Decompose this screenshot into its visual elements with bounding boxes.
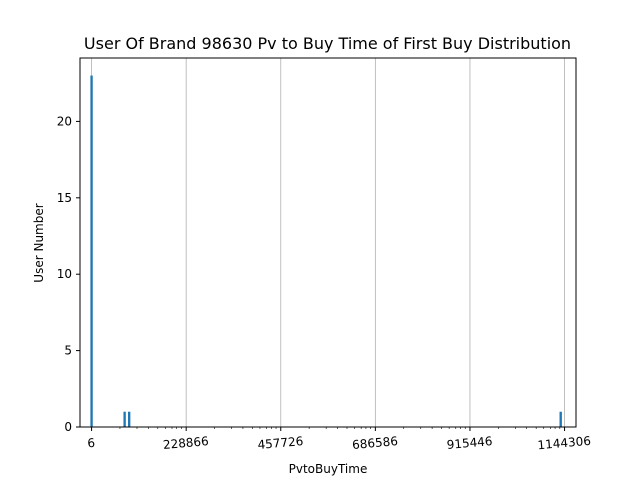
plot-frame	[79, 57, 577, 428]
chart-title: User Of Brand 98630 Pv to Buy Time of Fi…	[84, 34, 571, 53]
x-tick-label-2: 457726	[257, 434, 304, 452]
y-tick-label-0: 0	[64, 420, 72, 434]
bar-3	[559, 411, 562, 427]
grid	[91, 58, 565, 427]
bar-1	[123, 411, 126, 427]
y-tick-label-4: 20	[57, 114, 72, 128]
bar-2	[128, 411, 131, 427]
bars	[90, 75, 562, 428]
y-tick-label-1: 5	[64, 344, 72, 358]
y-tick-label-3: 15	[57, 191, 72, 205]
bar-0	[90, 75, 93, 428]
x-tick-label-3: 686586	[352, 434, 399, 452]
x-tick-label-1: 228866	[162, 434, 209, 452]
x-tick-label-5: 1144306	[537, 434, 591, 453]
x-tick-label-4: 915446	[446, 434, 493, 452]
x-axis-label: PvtoBuyTime	[289, 462, 368, 476]
axis-ticks: 6 228866 457726 686586 915446 1144306 0 5 10 15 20	[57, 114, 592, 452]
y-tick-label-2: 10	[57, 267, 72, 281]
x-tick-label-0: 6	[87, 436, 96, 451]
y-axis-label: User Number	[32, 203, 46, 282]
